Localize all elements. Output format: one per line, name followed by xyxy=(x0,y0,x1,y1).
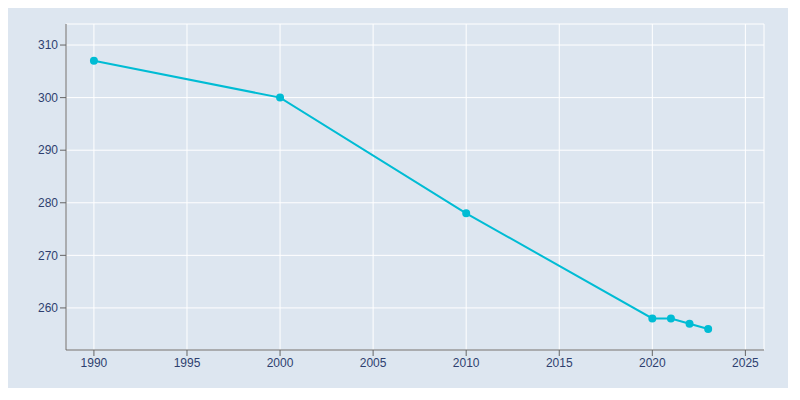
svg-text:300: 300 xyxy=(38,91,58,105)
svg-text:2000: 2000 xyxy=(267,356,294,370)
svg-text:2010: 2010 xyxy=(453,356,480,370)
svg-text:1995: 1995 xyxy=(174,356,201,370)
svg-text:280: 280 xyxy=(38,196,58,210)
svg-text:270: 270 xyxy=(38,249,58,263)
svg-text:260: 260 xyxy=(38,301,58,315)
svg-text:2015: 2015 xyxy=(546,356,573,370)
svg-text:2025: 2025 xyxy=(732,356,759,370)
svg-text:310: 310 xyxy=(38,38,58,52)
svg-text:1990: 1990 xyxy=(81,356,108,370)
svg-text:2005: 2005 xyxy=(360,356,387,370)
svg-text:290: 290 xyxy=(38,143,58,157)
svg-text:2020: 2020 xyxy=(639,356,666,370)
